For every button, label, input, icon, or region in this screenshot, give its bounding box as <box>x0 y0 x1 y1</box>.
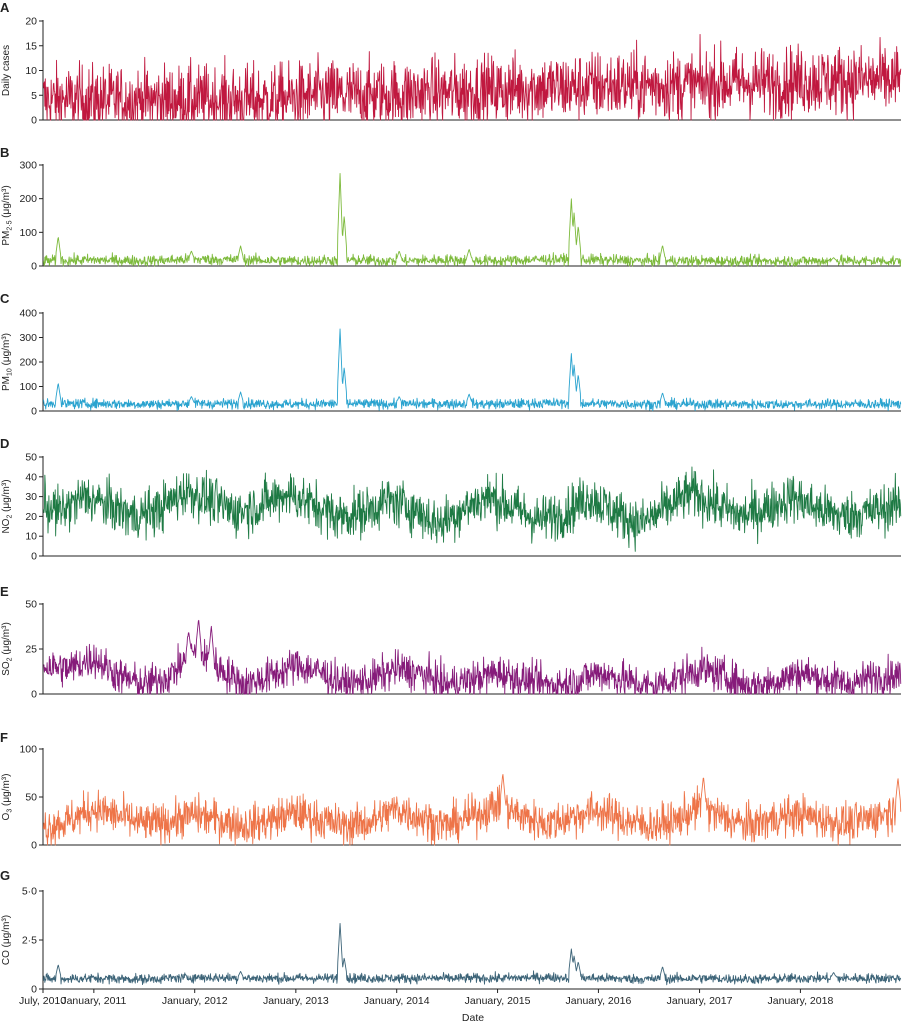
panel-letter-E: E <box>0 584 9 599</box>
y-tick-label: 100 <box>19 381 37 393</box>
panel-letter-D: D <box>0 436 9 451</box>
y-tick-label: 2·5 <box>22 935 37 947</box>
y-axis-label-main: O <box>1 812 12 820</box>
y-tick-label: 100 <box>19 744 37 756</box>
y-tick-label: 300 <box>19 332 37 344</box>
panel-letter-G: G <box>0 868 10 883</box>
y-tick-label: 200 <box>19 193 37 205</box>
x-tick-label: January, 2015 <box>465 995 531 1007</box>
y-axis-label-main: NO <box>1 518 12 533</box>
y-tick-label: 0 <box>31 840 37 852</box>
y-tick-label: 30 <box>25 491 37 503</box>
series-line-panel-G <box>43 922 902 986</box>
x-tick-label: January, 2018 <box>768 995 834 1007</box>
y-tick-label: 400 <box>19 308 37 320</box>
series-line-panel-E <box>43 619 902 695</box>
y-tick-label: 200 <box>19 357 37 369</box>
series-line-panel-B <box>43 173 902 267</box>
y-axis-label-main: PM <box>1 376 12 391</box>
y-tick-label: 0 <box>31 551 37 563</box>
panel-A: A 0 5 10 15 20 Daily cases <box>0 0 902 127</box>
x-tick-label: January, 2017 <box>667 995 733 1007</box>
y-tick-label: 5·0 <box>22 886 37 898</box>
y-axis-label: Daily cases <box>1 45 12 96</box>
x-tick-label: January, 2011 <box>61 995 126 1007</box>
y-tick-label: 50 <box>25 452 37 464</box>
y-axis-label-main: SO <box>1 661 12 676</box>
y-tick-label: 20 <box>25 16 37 28</box>
y-axis-label-unit: (μg/m³) <box>1 915 12 950</box>
y-tick-label: 20 <box>25 511 37 523</box>
panel-G: G 0 2·5 5·0 CO (μg/m³) <box>0 868 902 996</box>
y-tick-label: 50 <box>25 792 37 804</box>
y-axis-label-unit: (μg/m³) <box>1 479 12 514</box>
y-axis-label: SO2 (μg/m³) <box>1 622 14 676</box>
y-tick-label: 50 <box>25 599 37 611</box>
y-axis-label-main: CO <box>1 950 12 965</box>
series-line-panel-F <box>43 774 902 846</box>
x-tick-label: January, 2016 <box>566 995 632 1007</box>
y-tick-label: 0 <box>31 984 37 996</box>
panel-letter-A: A <box>0 0 10 15</box>
x-tick-label: January, 2013 <box>263 995 329 1007</box>
y-axis-label-unit: (μg/m³) <box>1 622 12 657</box>
y-axis-label: PM10 (μg/m³) <box>1 333 14 391</box>
y-tick-label: 10 <box>25 65 37 77</box>
y-tick-label: 25 <box>25 644 37 656</box>
panel-B: B 0 100 200 300 PM2·5 (μg/m³) <box>0 145 902 273</box>
y-axis-label-subscript: 2·5 <box>7 220 14 230</box>
y-tick-label: 0 <box>31 406 37 418</box>
panel-E: E 0 25 50 SO2 (μg/m³) <box>0 584 902 701</box>
y-tick-label: 40 <box>25 471 37 483</box>
panel-F: F 0 50 100 O3 (μg/m³) <box>0 730 902 852</box>
y-axis-label: CO (μg/m³) <box>1 915 12 965</box>
y-tick-label: 100 <box>19 227 37 239</box>
y-axis-label: PM2·5 (μg/m³) <box>1 185 14 245</box>
y-tick-label: 5 <box>31 90 37 102</box>
y-tick-label: 0 <box>31 689 37 701</box>
y-axis-label: NO2 (μg/m³) <box>1 479 14 533</box>
y-axis-label-subscript: 2 <box>7 657 14 661</box>
y-axis-label-subscript: 10 <box>7 368 14 376</box>
y-tick-label: 300 <box>19 160 37 172</box>
y-axis-label-unit: (μg/m³) <box>1 333 12 368</box>
series-line-panel-D <box>43 466 902 552</box>
y-tick-label: 15 <box>25 40 37 52</box>
panel-letter-B: B <box>0 145 9 160</box>
series-line-panel-C <box>43 328 902 412</box>
y-axis-label-subscript: 3 <box>7 809 14 813</box>
panel-C: C 0 100 200 300 400 PM10 (μg/m³) <box>0 291 902 418</box>
y-axis-label-unit: (μg/m³) <box>1 774 12 809</box>
y-axis-label-main: PM <box>1 231 12 246</box>
x-tick-label: July, 2010 <box>19 995 66 1007</box>
y-axis-label-unit: (μg/m³) <box>1 185 12 220</box>
panel-D: D 0 10 20 30 40 50 NO2 (μg/m³) <box>0 436 902 563</box>
x-tick-label: January, 2012 <box>162 995 228 1007</box>
panel-letter-C: C <box>0 291 10 306</box>
y-tick-label: 10 <box>25 531 37 543</box>
y-axis-label-main: Daily cases <box>1 45 12 96</box>
x-tick-label: January, 2014 <box>364 995 430 1007</box>
panel-letter-F: F <box>0 730 8 745</box>
y-tick-label: 0 <box>31 261 37 273</box>
y-axis-label-subscript: 2 <box>7 515 14 519</box>
y-tick-label: 0 <box>31 115 37 127</box>
x-axis-title: Date <box>462 1012 484 1024</box>
series-line-panel-A <box>43 33 902 121</box>
y-axis-label: O3 (μg/m³) <box>1 774 14 821</box>
